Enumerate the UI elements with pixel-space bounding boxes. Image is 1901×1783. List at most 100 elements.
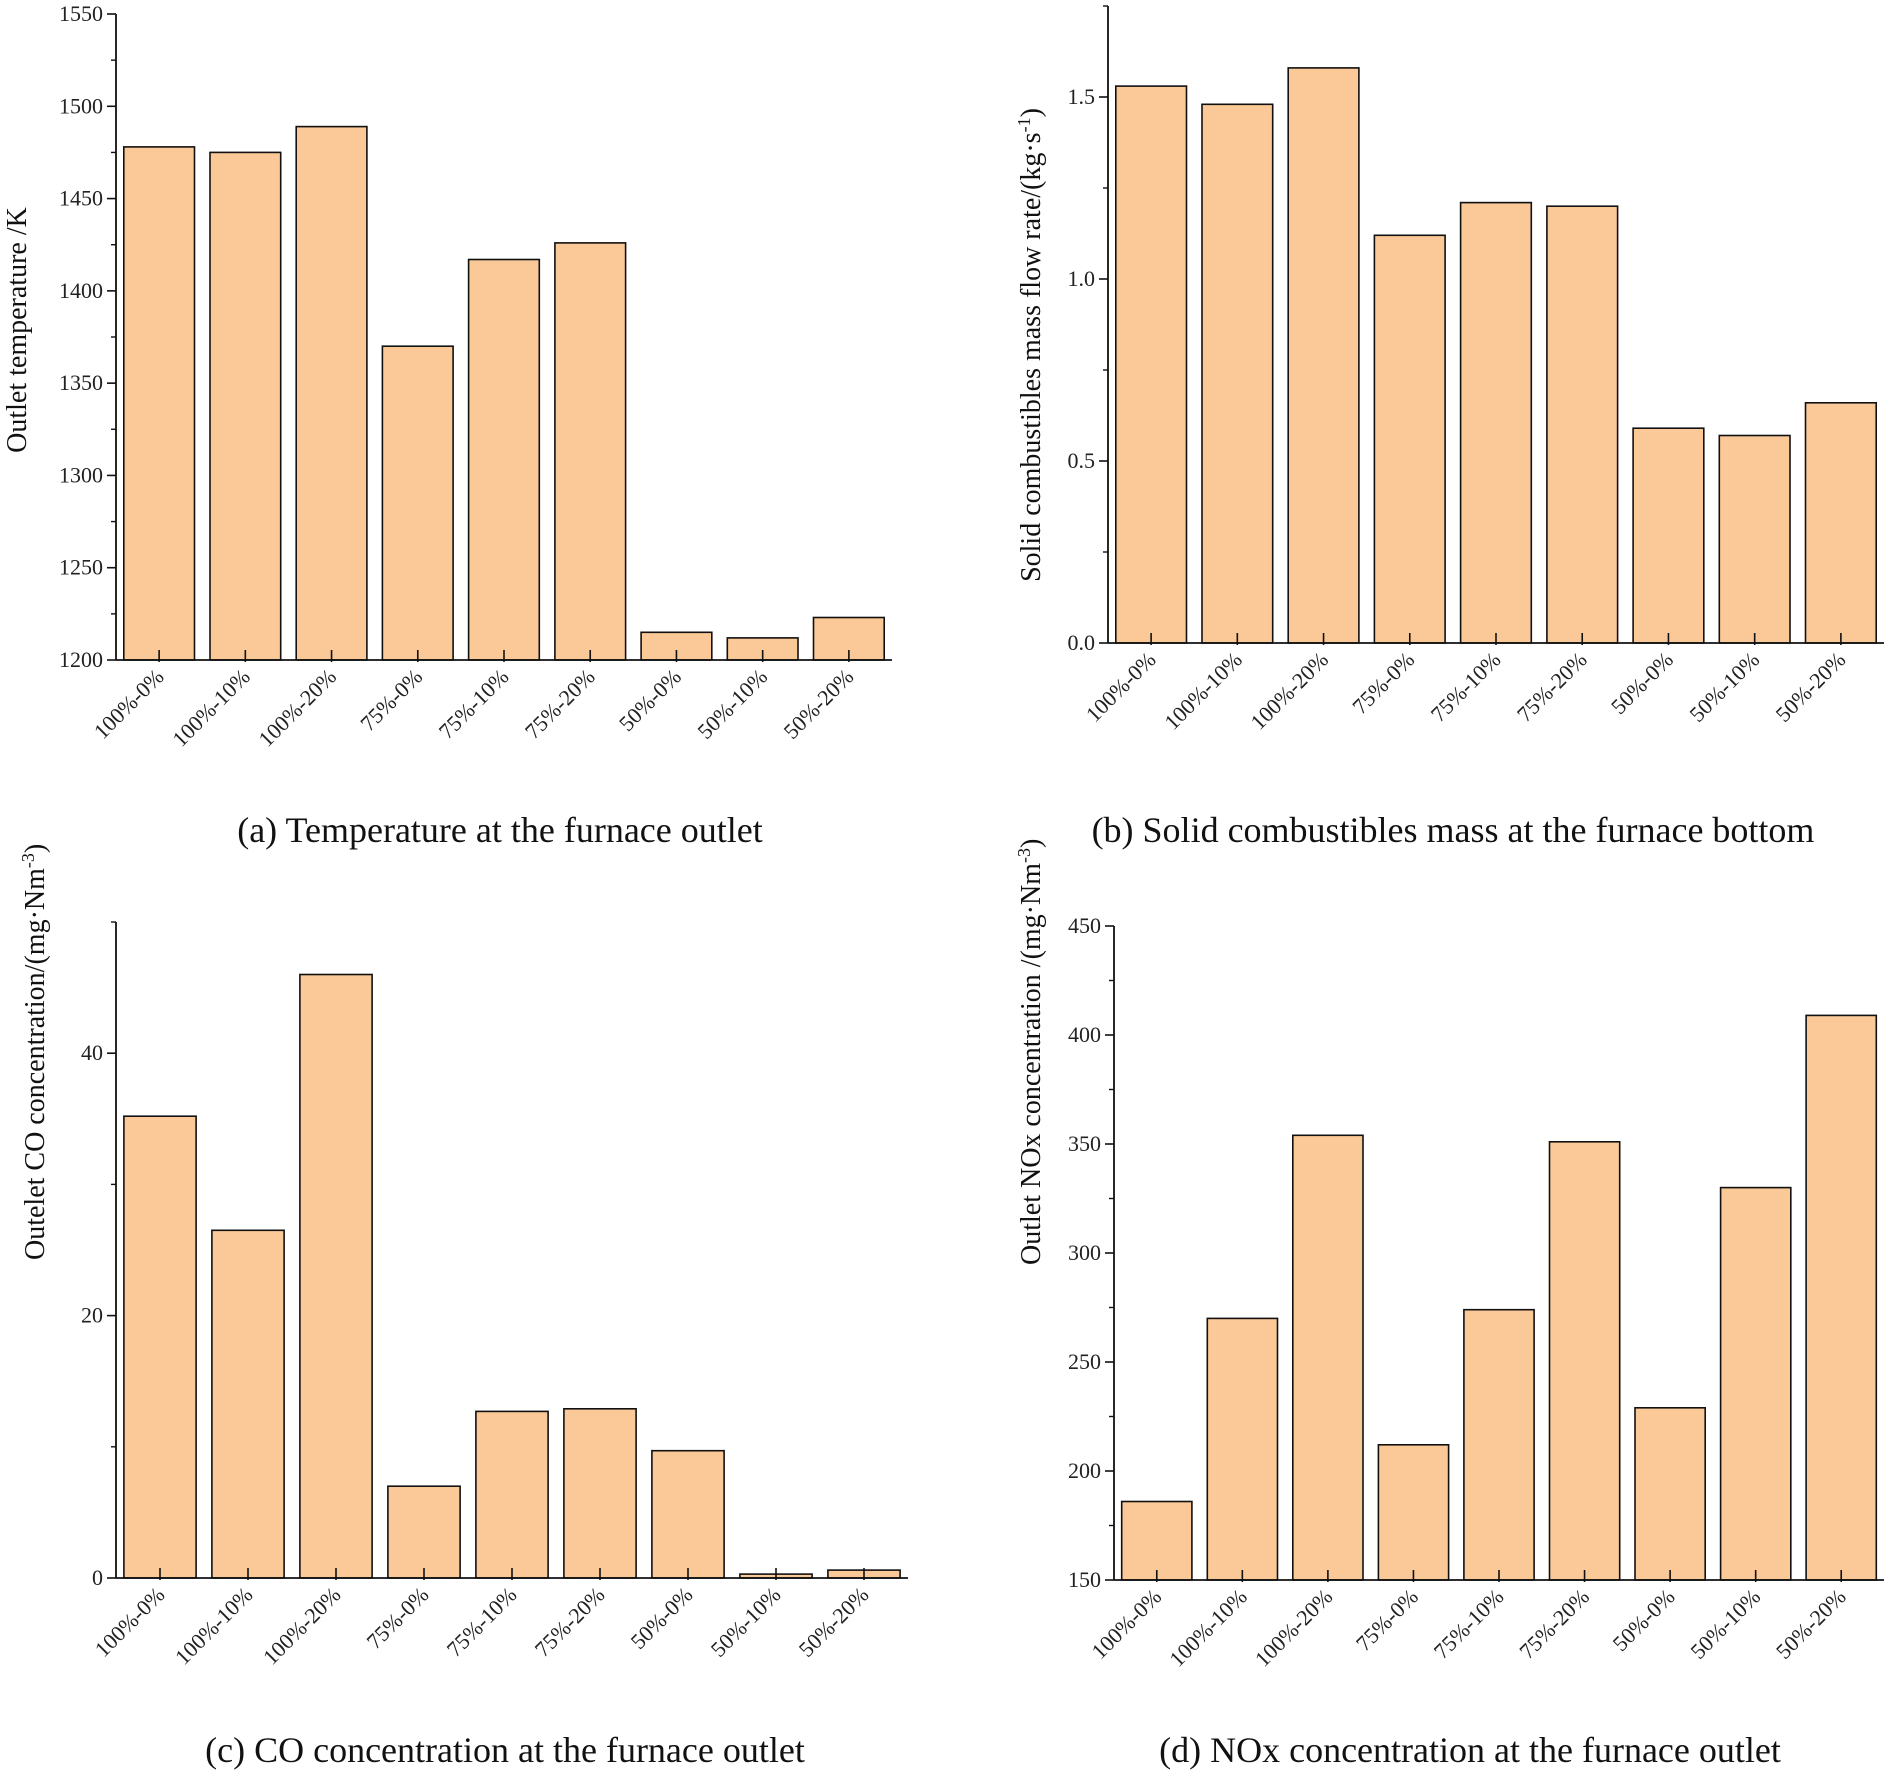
panel-a-y-tick-label: 1250 <box>59 555 103 580</box>
panel-b-category-label: 75%-10% <box>1426 647 1506 727</box>
panel-d-y-tick-label: 200 <box>1068 1458 1101 1483</box>
panel-a-category-label: 100%-0% <box>89 664 169 744</box>
panel-c-category-label: 100%-10% <box>170 1582 258 1670</box>
panel-a-bar-1 <box>209 151 282 661</box>
panel-a-category-label: 75%-20% <box>520 664 600 744</box>
panel-c-category-label: 100%-0% <box>90 1582 170 1662</box>
panel-a-caption: (a) Temperature at the furnace outlet <box>237 810 763 850</box>
panel-d-y-tick-label: 400 <box>1068 1022 1101 1047</box>
panel-d-category-label: 50%-10% <box>1685 1584 1765 1664</box>
panel-c-bar-6 <box>651 1449 725 1579</box>
panel-c-bar-0 <box>123 1115 197 1579</box>
panel-b-ylabel: Solid combustibles mass flow rate/(kg·s-… <box>1014 108 1047 582</box>
panel-a-y-tick-label: 1400 <box>59 278 103 303</box>
panel-b-y-tick-label: 1.5 <box>1068 84 1096 109</box>
panel-d-bar-6 <box>1634 1407 1706 1581</box>
panel-d-category-label: 50%-0% <box>1608 1584 1680 1656</box>
panel-d-category-label: 100%-10% <box>1164 1584 1252 1672</box>
panel-a: Outlet temperature /K (a) Temperature at… <box>2 1 892 850</box>
panel-d-y-tick-label: 300 <box>1068 1240 1101 1265</box>
panel-b-category-label: 75%-0% <box>1347 647 1419 719</box>
panel-a-ylabel: Outlet temperature /K <box>2 207 33 453</box>
panel-b-category-label: 100%-0% <box>1081 647 1161 727</box>
panel-a-y-tick-label: 1200 <box>59 647 103 672</box>
panel-b-bar-7 <box>1718 434 1791 644</box>
panel-d-y-tick-label: 250 <box>1068 1349 1101 1374</box>
panel-a-y-tick-label: 1500 <box>59 93 103 118</box>
panel-a-y-tick-label: 1350 <box>59 370 103 395</box>
panel-d-bar-0 <box>1120 1500 1193 1581</box>
panel-a-category-label: 50%-20% <box>779 664 859 744</box>
panel-d-ylabel: Outlet NOx concentration /(mg·Nm-3) <box>1014 839 1047 1265</box>
panel-c-bar-2 <box>299 973 373 1579</box>
panel-d-bar-8 <box>1805 1014 1878 1581</box>
panel-c-bar-3 <box>387 1485 461 1579</box>
panel-a-bar-0 <box>123 146 196 661</box>
panel-b-y-tick-label: 0.0 <box>1068 630 1096 655</box>
panel-c-category-label: 75%-0% <box>361 1582 433 1654</box>
panel-a-bar-2 <box>295 125 368 661</box>
panel-a-y-tick-label: 1550 <box>59 1 103 26</box>
panel-c-bar-5 <box>563 1408 637 1579</box>
panel-b-category-label: 50%-0% <box>1606 647 1678 719</box>
panel-a-category-label: 50%-10% <box>692 664 772 744</box>
panel-c-bar-1 <box>211 1229 285 1579</box>
panel-c-y-tick-label: 40 <box>81 1040 103 1065</box>
panel-d-bar-4 <box>1463 1308 1535 1581</box>
panel-b-category-label: 50%-10% <box>1684 647 1764 727</box>
panel-b-bar-5 <box>1546 205 1619 644</box>
panel-d-bar-3 <box>1377 1444 1450 1581</box>
panel-b-bar-6 <box>1632 427 1705 644</box>
panel-c: Outelet CO concentration/(mg·Nm-3) (c) C… <box>18 844 908 1770</box>
panel-b-bar-4 <box>1459 201 1533 644</box>
panel-c-category-label: 100%-20% <box>258 1582 346 1670</box>
panel-b-bar-2 <box>1287 67 1360 644</box>
panel-d-category-label: 50%-20% <box>1771 1584 1851 1664</box>
panel-d-category-label: 100%-20% <box>1250 1584 1338 1672</box>
panel-a-bar-3 <box>381 345 454 661</box>
panel-a-y-tick-label: 1300 <box>59 462 103 487</box>
panel-b-y-tick-label: 1.0 <box>1068 266 1096 291</box>
panel-d-category-label: 100%-0% <box>1086 1584 1166 1664</box>
panel-a-category-label: 75%-0% <box>355 664 427 736</box>
panel-c-category-label: 75%-10% <box>442 1582 522 1662</box>
panel-b-bar-8 <box>1804 401 1877 644</box>
panel-c-category-label: 50%-10% <box>706 1582 786 1662</box>
panel-b-caption: (b) Solid combustibles mass at the furna… <box>1092 810 1815 850</box>
panel-c-y-tick-label: 20 <box>81 1303 103 1328</box>
panel-a-category-label: 100%-10% <box>167 664 255 752</box>
panel-d-category-label: 75%-0% <box>1351 1584 1423 1656</box>
panel-b-category-label: 50%-20% <box>1771 647 1851 727</box>
panel-c-caption: (c) CO concentration at the furnace outl… <box>205 1730 805 1770</box>
panel-c-ylabel: Outelet CO concentration/(mg·Nm-3) <box>18 844 51 1260</box>
panel-b-bar-3 <box>1373 234 1446 644</box>
panel-d-caption: (d) NOx concentration at the furnace out… <box>1159 1730 1781 1770</box>
panel-c-category-label: 50%-20% <box>794 1582 874 1662</box>
panel-a-category-label: 100%-20% <box>253 664 341 752</box>
panel-a-bar-4 <box>467 258 541 661</box>
panel-a-category-label: 75%-10% <box>434 664 514 744</box>
panel-c-category-label: 75%-20% <box>530 1582 610 1662</box>
panel-d-bar-5 <box>1548 1141 1621 1581</box>
panel-d: Outlet NOx concentration /(mg·Nm-3) (d) … <box>1014 839 1884 1770</box>
panel-b: Solid combustibles mass flow rate/(kg·s-… <box>1014 5 1884 850</box>
panel-d-bar-7 <box>1719 1186 1792 1581</box>
panel-d-y-tick-label: 350 <box>1068 1131 1101 1156</box>
panel-a-category-label: 50%-0% <box>614 664 686 736</box>
panel-b-y-tick-label: 0.5 <box>1068 448 1096 473</box>
panel-b-category-label: 100%-20% <box>1245 647 1333 735</box>
panel-d-bar-2 <box>1292 1134 1364 1581</box>
panel-c-category-label: 50%-0% <box>625 1582 697 1654</box>
panel-b-bar-1 <box>1201 103 1274 644</box>
panel-c-bar-4 <box>475 1410 549 1579</box>
panel-b-bar-0 <box>1115 85 1188 644</box>
panel-d-category-label: 75%-10% <box>1429 1584 1509 1664</box>
panel-b-category-label: 75%-20% <box>1512 647 1592 727</box>
panel-d-y-tick-label: 150 <box>1068 1567 1101 1592</box>
panel-b-category-label: 100%-10% <box>1159 647 1247 735</box>
panel-a-bar-5 <box>554 242 627 661</box>
panel-c-y-tick-label: 0 <box>92 1565 103 1590</box>
panel-d-category-label: 75%-20% <box>1514 1584 1594 1664</box>
panel-a-y-tick-label: 1450 <box>59 186 103 211</box>
